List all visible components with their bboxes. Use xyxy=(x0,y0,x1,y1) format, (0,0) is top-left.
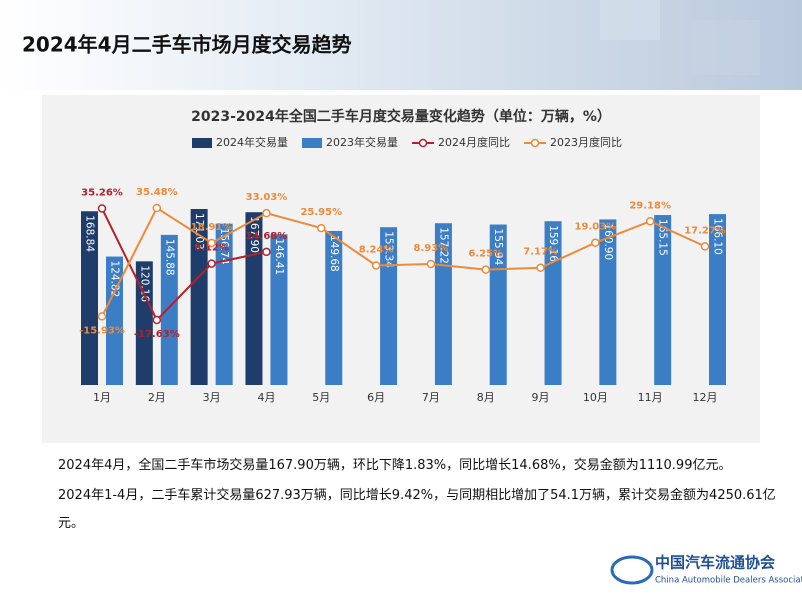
line-point xyxy=(207,259,216,268)
line-value-label: 6.25% xyxy=(468,249,503,260)
line-value-label: 33.03% xyxy=(246,192,288,203)
bar xyxy=(599,219,617,385)
legend-label: 2024月度同比 xyxy=(438,135,510,149)
line-point xyxy=(262,208,271,218)
logo-english: China Automobile Dealers Association xyxy=(655,576,802,586)
x-tick-label: 2月 xyxy=(148,391,166,404)
line-value-label: 35.26% xyxy=(81,187,123,198)
bar-value-label: 155.94 xyxy=(492,229,504,266)
bar xyxy=(81,211,98,385)
x-tick-label: 4月 xyxy=(257,391,275,404)
x-tick-label: 7月 xyxy=(422,391,440,404)
line-value-label: 17.27% xyxy=(684,225,726,236)
bar xyxy=(135,261,153,385)
bar xyxy=(544,221,562,385)
line-value-label: 14.68% xyxy=(246,231,288,242)
line-value-label: -17.63% xyxy=(134,329,180,340)
bar-value-label: 153.34 xyxy=(383,231,395,268)
legend: 2024年交易量 2023年交易量 2024月度同比 2023月度同比 xyxy=(192,135,622,149)
line-point xyxy=(481,265,490,274)
legend-swatch xyxy=(418,138,428,148)
bar-value-label: 149.68 xyxy=(328,235,340,272)
bar-value-label: 166.10 xyxy=(712,218,724,255)
page-title: 2024年4月二手车市场月度交易趋势 xyxy=(22,33,352,57)
chart-title: 2023-2024年全国二手车月度交易量变化趋势（单位：万辆，%） xyxy=(191,108,611,125)
line-value-label: 25.95% xyxy=(300,207,342,218)
bar-value-label: 168.84 xyxy=(84,215,96,252)
bar xyxy=(380,227,398,385)
line-point xyxy=(371,261,381,270)
bar xyxy=(270,234,288,385)
line-point xyxy=(207,238,216,248)
x-tick-label: 11月 xyxy=(638,391,663,404)
line-value-label: 18.91% xyxy=(191,222,233,233)
line-point xyxy=(700,242,710,251)
line-point xyxy=(591,238,600,247)
bar xyxy=(160,234,178,385)
x-tick-label: 10月 xyxy=(583,391,608,404)
legend-swatch xyxy=(192,138,212,148)
x-tick-label: 1月 xyxy=(93,391,111,404)
x-tick-label: 5月 xyxy=(312,391,330,404)
x-tick-label: 8月 xyxy=(477,391,495,404)
line-point xyxy=(317,223,326,233)
line-value-label: -15.93% xyxy=(79,325,125,336)
legend-swatch xyxy=(530,138,540,148)
bar-value-label: 171.03 xyxy=(193,213,205,250)
bar-value-label: 120.16 xyxy=(138,265,150,302)
bar-value-label: 159.16 xyxy=(547,225,559,262)
bar-value-label: 145.88 xyxy=(163,239,175,276)
bar xyxy=(709,214,726,385)
line-point xyxy=(262,247,271,257)
line-value-label: 8.24% xyxy=(359,244,394,255)
legend-swatch xyxy=(302,138,322,148)
bar xyxy=(106,256,123,385)
bar-value-label: 146.41 xyxy=(273,238,285,275)
legend-label: 2023月度同比 xyxy=(550,135,622,149)
paragraph: 2024年1-4月，二手车累计交易量627.93万辆，同比增长9.42%，与同期… xyxy=(58,488,776,531)
line-value-label: 35.48% xyxy=(136,187,178,198)
line xyxy=(101,206,706,317)
plot: 1月 2月 3月 4月 5月 6月 7月 8月 9月 10月 11月 12月 168.84 120.16 1… xyxy=(79,187,726,404)
line-point xyxy=(152,203,162,213)
line-point xyxy=(97,312,107,321)
line-point xyxy=(97,204,107,213)
line-point xyxy=(536,263,545,272)
bar xyxy=(434,223,452,385)
bar xyxy=(215,223,233,385)
line-value-label: 8.93% xyxy=(414,243,449,254)
bar-value-label: 157.22 xyxy=(437,227,449,264)
header-deco xyxy=(690,20,760,75)
line-value-label: 29.18% xyxy=(629,200,671,211)
line-point xyxy=(645,217,655,226)
bar xyxy=(654,215,672,385)
header-deco xyxy=(600,0,660,40)
bar-value-label: 167.90 xyxy=(248,216,260,253)
x-tick-label: 3月 xyxy=(203,391,221,404)
line-point xyxy=(426,259,436,269)
bar xyxy=(325,230,343,385)
line-value-label: 7.17% xyxy=(523,247,558,258)
legend-label: 2023年交易量 xyxy=(326,135,398,149)
logo-name: 中国汽车流通协会 xyxy=(655,554,775,572)
bar-value-label: 124.82 xyxy=(109,261,121,298)
legend-label: 2024年交易量 xyxy=(216,135,288,149)
bar-value-label: 160.90 xyxy=(602,223,614,260)
bar xyxy=(489,224,507,385)
line-value-label: 9.12% xyxy=(194,243,229,254)
logo-icon xyxy=(610,555,654,585)
bar xyxy=(190,209,208,385)
header-band xyxy=(0,0,802,90)
x-tick-label: 12月 xyxy=(693,391,718,404)
x-tick-label: 6月 xyxy=(367,391,385,404)
paragraph: 2024年4月，全国二手车市场交易量167.90万辆，环比下降1.83%，同比增… xyxy=(58,458,732,473)
x-tick-label: 9月 xyxy=(532,391,550,404)
logo: 中国汽车流通协会 China Automobile Dealers Associ… xyxy=(610,554,802,586)
line-value-label: 19.03% xyxy=(575,222,617,233)
line-point xyxy=(152,315,162,325)
